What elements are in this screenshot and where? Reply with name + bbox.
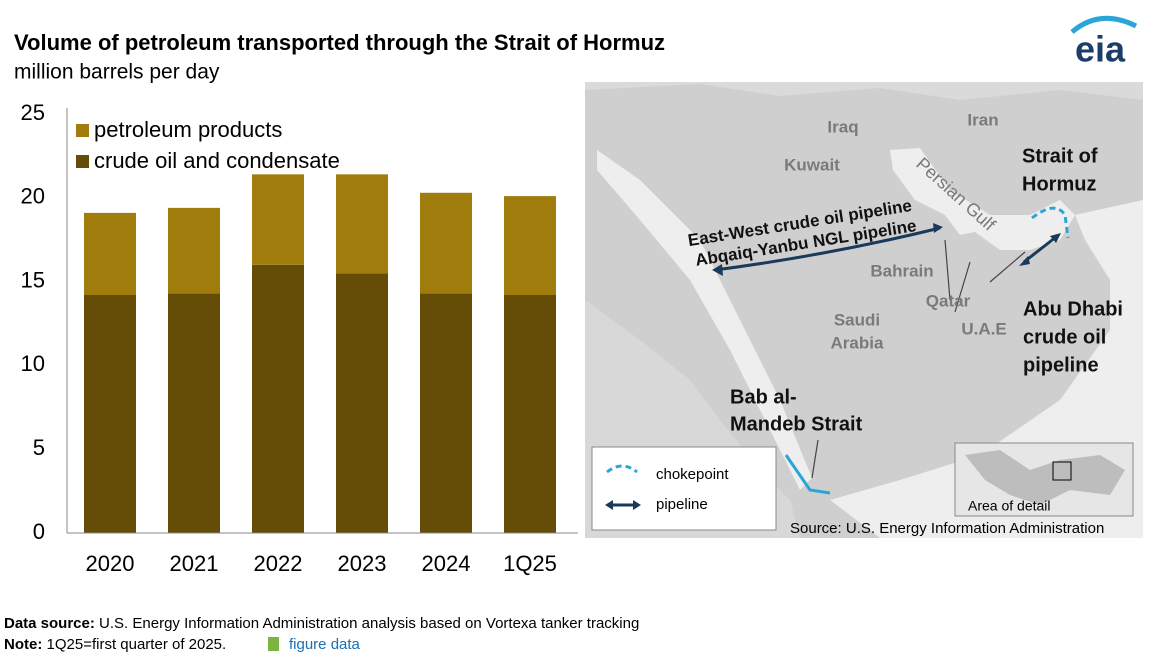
legend-chokepoint-icon — [606, 464, 638, 474]
map-label: U.A.E — [961, 319, 1006, 338]
map-label: Iran — [967, 110, 998, 129]
x-tick-label: 1Q25 — [503, 551, 557, 576]
bar-segment — [336, 174, 388, 274]
bar-segment — [168, 293, 220, 533]
logo: eia — [1075, 29, 1126, 70]
inset-area — [1052, 461, 1072, 481]
legend-swatch — [76, 155, 89, 168]
y-tick-label: 10 — [21, 351, 45, 376]
map-label: Kuwait — [784, 155, 840, 174]
legend-label: chokepoint — [656, 466, 729, 483]
bar-segment — [420, 293, 472, 533]
map: Iraq Iran Kuwait Persian Gulf Strait of … — [585, 82, 1143, 538]
map-source: Source: U.S. Energy Information Administ… — [790, 520, 1104, 537]
map-legend — [591, 446, 777, 531]
pipeline-arrowheads — [1019, 233, 1061, 266]
map-label: Abu Dhabi — [1023, 298, 1123, 320]
map-label: Qatar — [926, 291, 971, 310]
legend-label: petroleum products — [94, 117, 282, 142]
y-tick-label: 20 — [21, 184, 45, 209]
footer-text: U.S. Energy Information Administration a… — [99, 615, 639, 632]
bar-segment — [336, 273, 388, 533]
x-tick-label: 2023 — [338, 551, 387, 576]
leader-lines — [811, 239, 1026, 479]
bar-segment — [84, 212, 136, 296]
map-label: Mandeb Strait — [730, 413, 863, 435]
y-tick-label: 25 — [21, 100, 45, 125]
y-tick-label: 15 — [21, 267, 45, 292]
map-label: Saudi — [834, 310, 880, 329]
pipeline-east-west — [714, 226, 941, 272]
footer-label: Note: — [4, 636, 42, 653]
map-label: Arabia — [831, 333, 884, 352]
chart-subtitle: million barrels per day — [14, 61, 220, 84]
bar-segment — [252, 264, 304, 533]
inset-label: Area of detail — [968, 498, 1051, 514]
map-label: Bahrain — [870, 261, 933, 280]
bar-segment — [504, 295, 556, 533]
map-label: Bab al- — [730, 386, 797, 408]
map-north — [585, 82, 1143, 100]
bar-segment — [168, 207, 220, 294]
legend-label: pipeline — [656, 496, 708, 513]
pipeline-abu-dhabi — [1023, 235, 1057, 264]
red-sea — [597, 150, 812, 490]
x-tick-label: 2022 — [254, 551, 303, 576]
logo-arc — [1070, 15, 1138, 34]
x-tick-label: 2024 — [422, 551, 471, 576]
bar-segment — [84, 295, 136, 533]
map-label: Strait of — [1022, 145, 1098, 167]
map-label: Iraq — [827, 117, 858, 136]
map-label: Hormuz — [1022, 173, 1096, 195]
figure-data-link[interactable]: figure data — [289, 636, 361, 653]
chokepoint-hormuz — [1031, 206, 1070, 239]
persian-gulf-water — [890, 148, 1075, 250]
y-tick-label: 0 — [33, 519, 45, 544]
footer-label: Data source: — [4, 615, 95, 632]
inset-land — [965, 450, 1125, 505]
chart-title: Volume of petroleum transported through … — [14, 30, 665, 55]
y-tick-label: 5 — [33, 435, 45, 460]
figure-data-icon — [268, 637, 279, 651]
footer-note: Note: 1Q25=first quarter of 2025. — [4, 636, 226, 653]
chokepoint-bab-al-mandeb — [784, 454, 831, 495]
legend-label: crude oil and condensate — [94, 148, 340, 173]
bar-segment — [504, 196, 556, 296]
bar-segment — [420, 192, 472, 294]
footer-source: Data source: U.S. Energy Information Adm… — [4, 615, 639, 632]
footer-text: 1Q25=first quarter of 2025. — [47, 636, 227, 653]
legend-pipeline-icon — [605, 500, 641, 510]
map-label: pipeline — [1023, 354, 1099, 376]
x-tick-label: 2021 — [170, 551, 219, 576]
x-tick-label: 2020 — [86, 551, 135, 576]
map-label: crude oil — [1023, 326, 1106, 348]
bar-segment — [252, 174, 304, 265]
legend-swatch — [76, 124, 89, 137]
